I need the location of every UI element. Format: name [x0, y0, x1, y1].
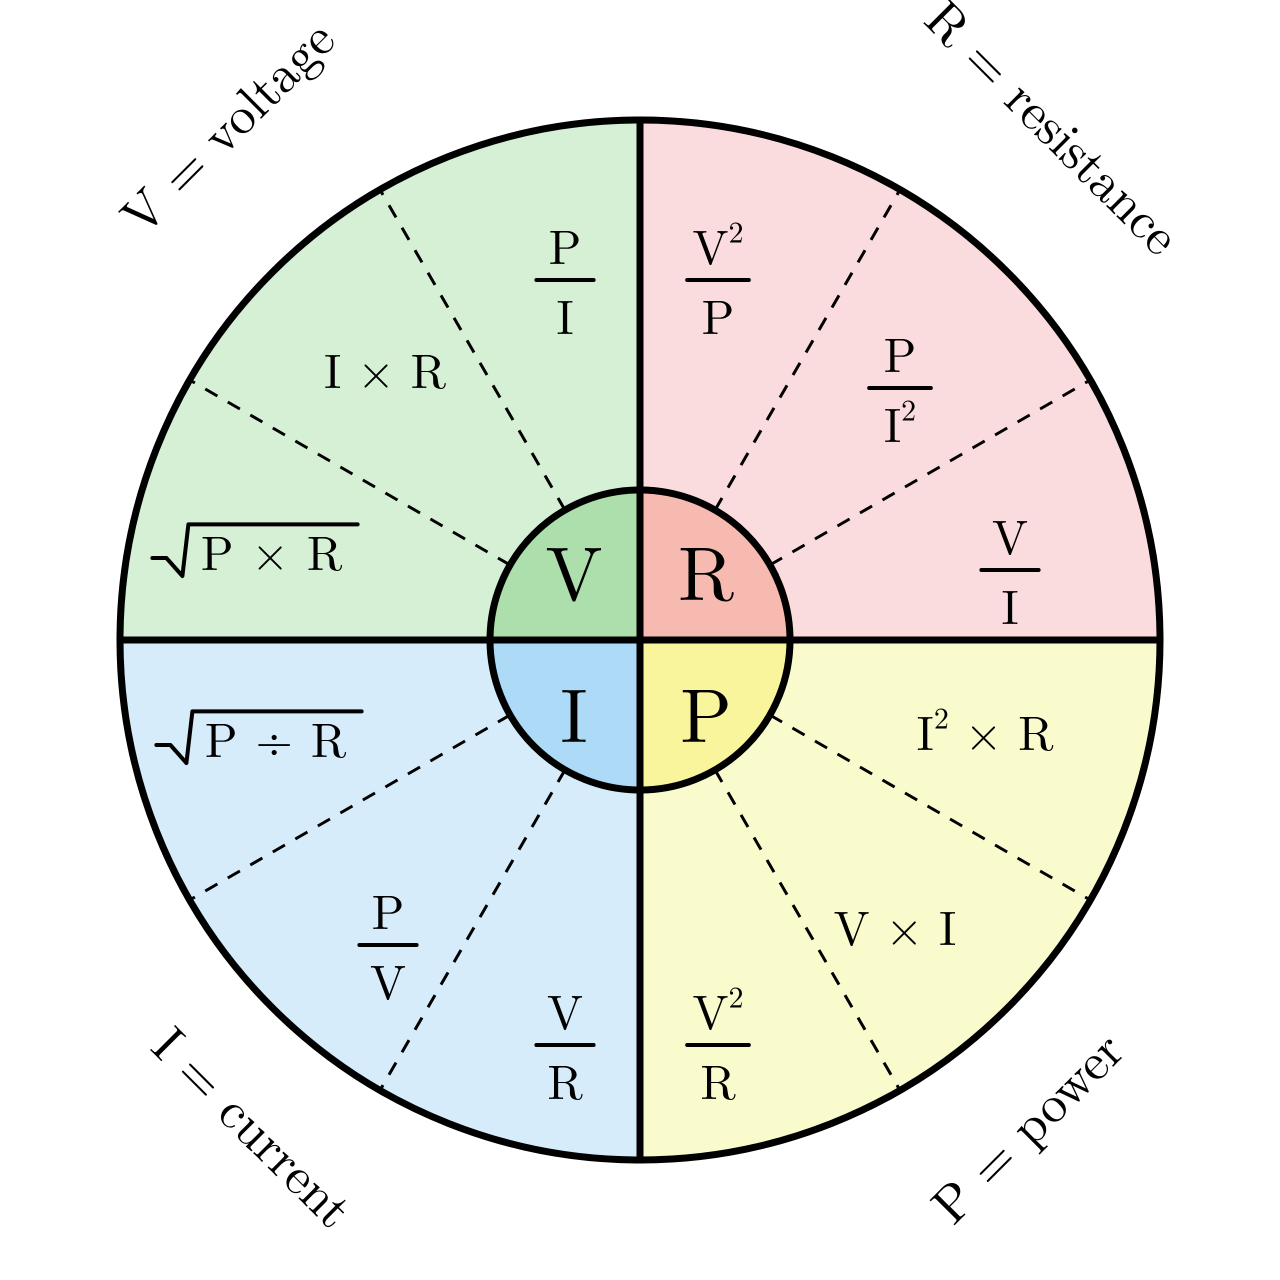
- svg-text:R: R: [700, 1045, 736, 1113]
- svg-text:V: V: [547, 975, 583, 1043]
- svg-text:R: R: [547, 1045, 583, 1113]
- corner-label-V: V = voltage: [101, 1, 348, 248]
- svg-text:V: V: [992, 500, 1028, 568]
- ohms-law-wheel: VRIPP × RI × RPIV2PPI2VIP ÷ RPVVRI2 × RV…: [0, 0, 1280, 1280]
- svg-text:I: I: [556, 280, 573, 348]
- center-letter-P: P: [680, 657, 732, 765]
- svg-text:P: P: [884, 318, 917, 386]
- formula-V-1: I × R: [324, 334, 447, 402]
- center-letter-I: I: [560, 657, 587, 765]
- center-letter-V: V: [546, 515, 603, 623]
- svg-text:P: P: [549, 210, 582, 278]
- svg-text:P: P: [372, 875, 405, 943]
- svg-text:P: P: [702, 280, 735, 348]
- svg-text:V: V: [370, 945, 406, 1013]
- svg-text:I: I: [1001, 570, 1018, 638]
- center-letter-R: R: [678, 515, 734, 623]
- formula-P-1: V × I: [834, 891, 957, 959]
